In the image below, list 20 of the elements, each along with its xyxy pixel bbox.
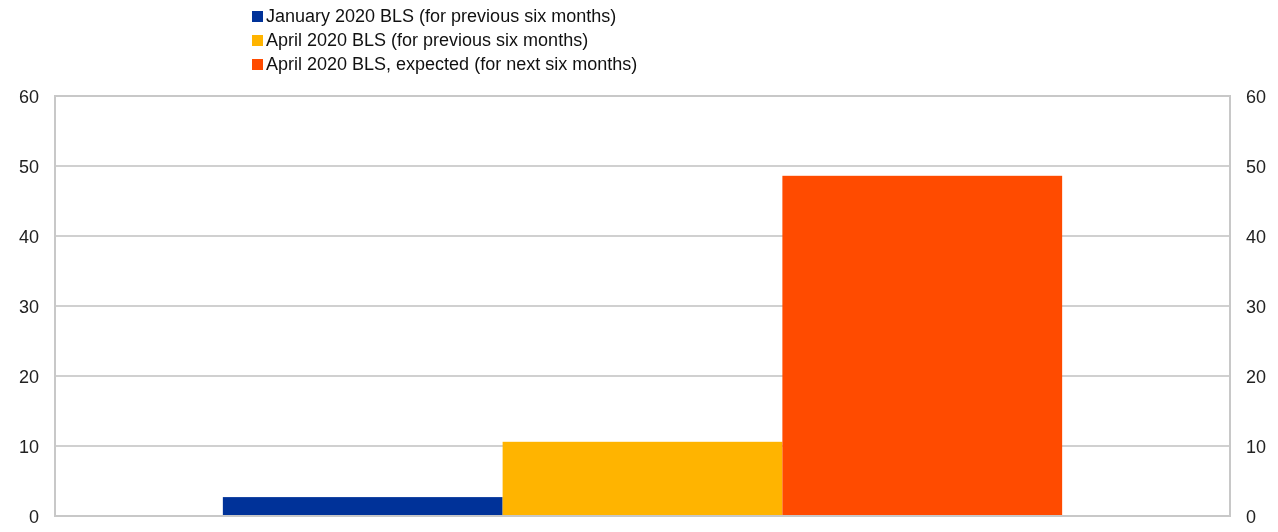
y2-tick-label: 50: [1246, 156, 1267, 177]
y-tick-label: 60: [18, 86, 39, 107]
legend-label: April 2020 BLS, expected (for next six months): [266, 54, 638, 74]
y2-tick-label: 30: [1246, 296, 1267, 317]
y2-tick-label: 0: [1246, 506, 1257, 527]
legend-label: January 2020 BLS (for previous six months): [266, 6, 617, 26]
bar: [222, 497, 503, 516]
legend-label: April 2020 BLS (for previous six months): [266, 30, 589, 50]
y-tick-label: 40: [18, 226, 39, 247]
y2-tick-label: 40: [1246, 226, 1267, 247]
y-tick-label: 30: [18, 296, 39, 317]
y-tick-label: 50: [18, 156, 39, 177]
bar: [502, 441, 783, 516]
y2-tick-label: 60: [1246, 86, 1267, 107]
y-tick-label: 0: [28, 506, 39, 527]
y2-tick-label: 20: [1246, 366, 1267, 387]
y-tick-label: 20: [18, 366, 39, 387]
y2-tick-label: 10: [1246, 436, 1267, 457]
bar: [782, 175, 1063, 516]
y-tick-label: 10: [18, 436, 39, 457]
